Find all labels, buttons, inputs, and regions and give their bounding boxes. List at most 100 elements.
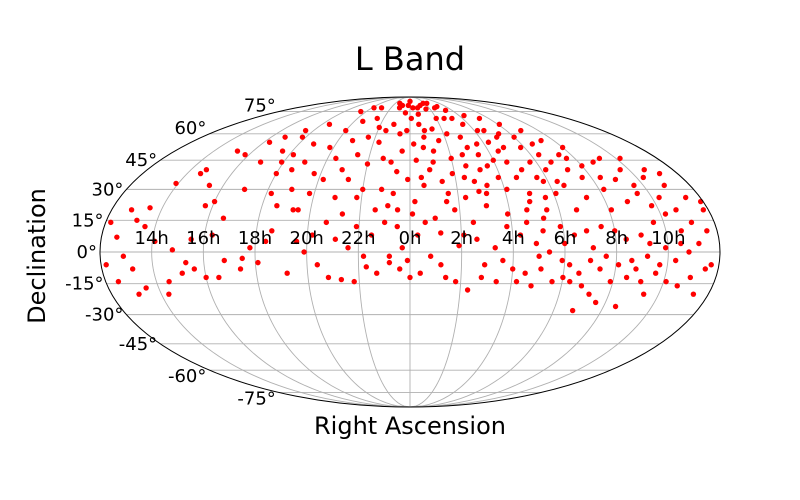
data-point — [674, 283, 680, 289]
data-point — [638, 278, 644, 285]
x-tick-label: 6h — [554, 228, 577, 249]
data-point — [527, 198, 533, 205]
data-point — [360, 253, 367, 259]
data-point — [257, 159, 264, 165]
data-point — [206, 182, 213, 189]
data-point — [464, 144, 470, 151]
data-point — [682, 194, 689, 201]
data-point — [241, 186, 248, 193]
data-point — [408, 115, 415, 122]
data-point — [345, 245, 351, 251]
data-point — [332, 236, 339, 242]
grid-meridian — [254, 96, 411, 408]
data-point — [323, 219, 330, 226]
data-point — [608, 207, 615, 213]
data-point — [279, 148, 286, 154]
data-point — [355, 152, 361, 158]
data-point — [129, 266, 136, 272]
data-point — [439, 178, 445, 185]
data-point — [411, 141, 417, 147]
data-point — [441, 115, 447, 122]
data-point — [474, 236, 480, 242]
data-point — [583, 228, 590, 234]
data-point — [353, 223, 360, 230]
data-point — [360, 186, 366, 193]
data-point — [596, 155, 603, 162]
data-point — [374, 115, 380, 122]
data-point — [424, 100, 430, 106]
data-point — [460, 121, 466, 128]
data-point — [612, 228, 618, 234]
y-tick-label: -15° — [65, 274, 103, 295]
data-point — [443, 198, 450, 205]
data-point — [354, 194, 360, 201]
data-point — [255, 259, 261, 266]
data-point — [282, 134, 288, 140]
data-point — [597, 174, 603, 181]
data-point — [388, 159, 394, 165]
data-point — [518, 127, 524, 134]
data-point — [397, 131, 403, 137]
y-tick-label: 30° — [92, 179, 124, 200]
y-axis-label: Declination — [23, 188, 51, 324]
data-point — [390, 190, 396, 197]
data-point — [376, 139, 382, 145]
data-point — [386, 259, 393, 266]
y-tick-label: 0° — [77, 242, 97, 263]
data-point — [247, 245, 253, 251]
data-point — [173, 180, 179, 187]
data-point — [461, 112, 467, 119]
data-point — [274, 203, 280, 209]
data-point — [114, 234, 120, 240]
data-point — [648, 203, 655, 209]
x-tick-label: 16h — [186, 228, 220, 249]
data-point — [385, 203, 391, 209]
data-point — [134, 217, 140, 223]
data-point — [166, 291, 172, 297]
data-point — [644, 253, 651, 259]
data-point — [402, 110, 409, 116]
data-point — [464, 287, 471, 293]
data-point — [306, 190, 313, 197]
data-point — [378, 186, 385, 193]
data-point — [652, 270, 659, 276]
data-point — [436, 137, 442, 144]
data-point — [332, 194, 338, 201]
grid-meridian — [409, 96, 566, 408]
data-point — [438, 230, 444, 236]
data-point — [415, 232, 421, 238]
data-point — [421, 134, 427, 140]
data-point — [266, 139, 273, 145]
data-point — [471, 178, 478, 185]
data-point — [517, 232, 524, 238]
data-point — [475, 152, 482, 158]
data-point — [262, 238, 269, 245]
data-point — [188, 236, 194, 242]
data-point — [179, 270, 185, 276]
data-point — [365, 134, 372, 140]
data-point — [629, 257, 635, 264]
data-point — [640, 174, 646, 181]
data-point — [513, 174, 520, 181]
data-point — [607, 278, 614, 285]
data-point — [527, 159, 533, 165]
data-point — [421, 182, 427, 189]
data-point — [360, 118, 366, 125]
data-point — [399, 245, 405, 251]
y-tick-label: -75° — [237, 388, 275, 409]
data-point — [456, 242, 462, 249]
data-point — [597, 266, 603, 272]
data-point — [301, 249, 307, 255]
data-point — [410, 105, 416, 111]
data-point — [493, 278, 499, 285]
data-point — [561, 182, 567, 189]
data-point — [463, 163, 469, 169]
data-point — [603, 253, 609, 259]
y-tick-label: 75° — [244, 96, 276, 117]
data-point — [533, 240, 540, 247]
data-point — [563, 155, 570, 162]
data-point — [363, 264, 369, 270]
data-point — [444, 131, 450, 137]
data-point — [522, 270, 528, 276]
data-point — [278, 159, 285, 165]
